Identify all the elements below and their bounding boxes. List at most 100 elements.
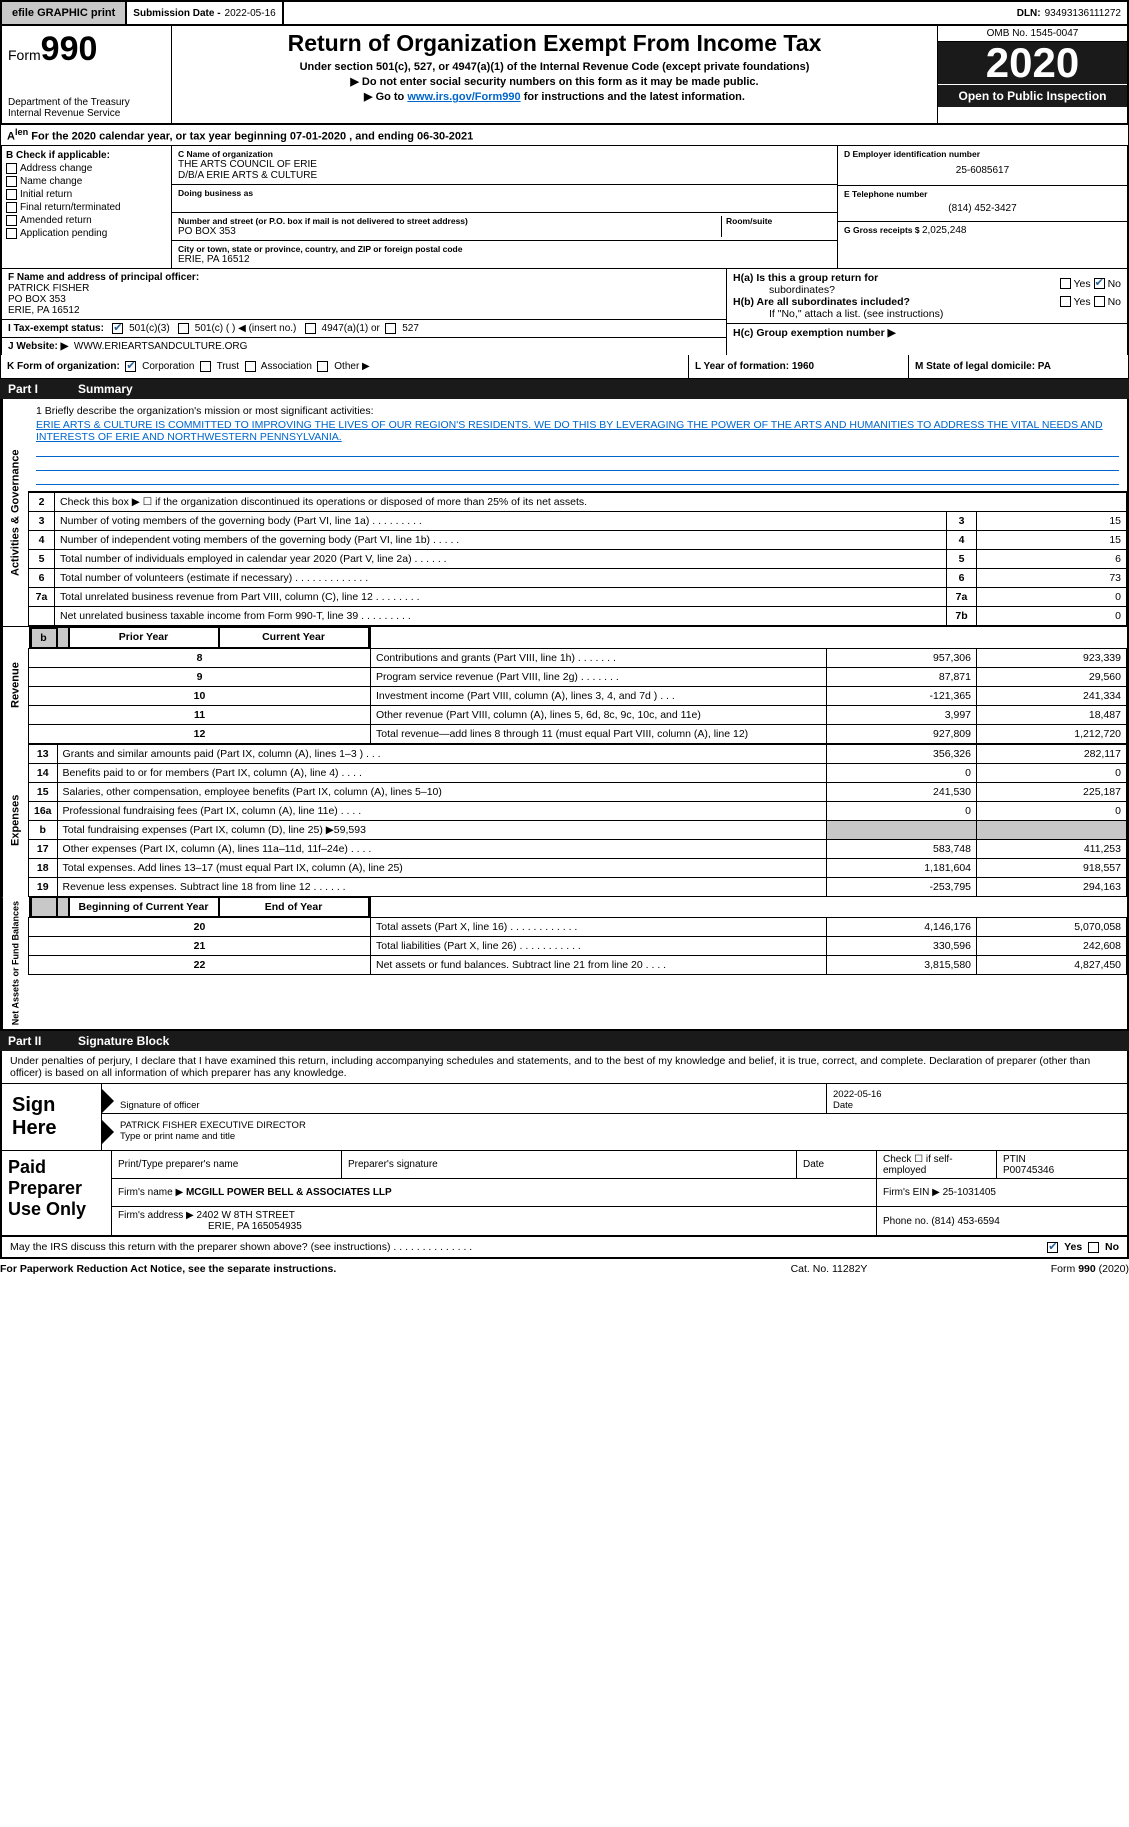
form-title: Return of Organization Exempt From Incom… (178, 30, 931, 57)
row-fhij: F Name and address of principal officer:… (0, 269, 1129, 355)
part-1-num: Part I (8, 382, 78, 396)
firm-name-label: Firm's name ▶ (118, 1187, 183, 1198)
chk-name-change[interactable]: Name change (6, 176, 167, 187)
box-b: B Check if applicable: Address change Na… (2, 146, 172, 268)
table-row: bTotal fundraising expenses (Part IX, co… (29, 820, 1127, 839)
chk-501c3[interactable] (112, 323, 123, 334)
chk-501c[interactable] (178, 323, 189, 334)
chk-corp[interactable] (125, 361, 136, 372)
chk-assoc[interactable] (245, 361, 256, 372)
mission-question: 1 Briefly describe the organization's mi… (36, 405, 1119, 417)
sign-here-label: Sign Here (2, 1084, 102, 1150)
gross-value: 2,025,248 (922, 225, 967, 236)
table-row: 11Other revenue (Part VIII, column (A), … (29, 705, 1127, 724)
table-row: 22Net assets or fund balances. Subtract … (29, 955, 1127, 974)
part-1-header: Part I Summary (0, 379, 1129, 399)
table-row: 2Check this box ▶ ☐ if the organization … (29, 492, 1127, 511)
preparer-name-label: Print/Type preparer's name (118, 1159, 335, 1170)
sig-date-label: Date (833, 1100, 1121, 1111)
part-2-num: Part II (8, 1034, 78, 1048)
table-row: 3Number of voting members of the governi… (29, 511, 1127, 530)
part-1-body: Activities & Governance 1 Briefly descri… (0, 399, 1129, 1031)
opt-corp: Corporation (142, 361, 194, 372)
section-governance: Activities & Governance 1 Briefly descri… (2, 399, 1127, 626)
firm-addr-label: Firm's address ▶ (118, 1210, 194, 1221)
side-revenue: Revenue (2, 627, 28, 744)
box-f: F Name and address of principal officer:… (2, 269, 726, 320)
form-org-label: K Form of organization: (7, 361, 120, 372)
chk-amended-return[interactable]: Amended return (6, 215, 167, 226)
org-name-label: C Name of organization (178, 149, 831, 159)
hb-no[interactable] (1094, 296, 1105, 307)
form-number: Form990 (8, 30, 165, 69)
chk-final-return[interactable]: Final return/terminated (6, 202, 167, 213)
ha-no-label: No (1108, 278, 1121, 290)
table-row: 16aProfessional fundraising fees (Part I… (29, 801, 1127, 820)
section-revenue: Revenue b Prior Year Current Year 8Contr… (2, 626, 1127, 744)
period-text: For the 2020 calendar year, or tax year … (31, 131, 473, 143)
discuss-question: May the IRS discuss this return with the… (10, 1241, 919, 1253)
col-current-year: Current Year (219, 627, 369, 648)
discuss-no[interactable] (1088, 1242, 1099, 1253)
row-k: K Form of organization: Corporation Trus… (0, 355, 1129, 379)
col-h: H(a) Is this a group return for subordin… (727, 269, 1127, 355)
expenses-table: 13Grants and similar amounts paid (Part … (28, 744, 1127, 897)
form-990: 990 (41, 30, 98, 68)
hb-note: If "No," attach a list. (see instruction… (733, 308, 1121, 320)
table-row: 7aTotal unrelated business revenue from … (29, 587, 1127, 606)
mission-answer: ERIE ARTS & CULTURE IS COMMITTED TO IMPR… (36, 419, 1119, 443)
hb-yes[interactable] (1060, 296, 1071, 307)
table-row: 15Salaries, other compensation, employee… (29, 782, 1127, 801)
preparer-date-label: Date (803, 1159, 870, 1170)
entity-block: B Check if applicable: Address change Na… (0, 146, 1129, 269)
part-1-title: Summary (78, 382, 133, 396)
bottom-line: For Paperwork Reduction Act Notice, see … (0, 1259, 1129, 1279)
chk-4947[interactable] (305, 323, 316, 334)
opt-527: 527 (402, 323, 419, 334)
table-row: 14Benefits paid to or for members (Part … (29, 763, 1127, 782)
ha-no[interactable] (1094, 278, 1105, 289)
table-row: 10Investment income (Part VIII, column (… (29, 686, 1127, 705)
address-label: Number and street (or P.O. box if mail i… (178, 216, 721, 226)
tax-exempt-label: I Tax-exempt status: (8, 323, 104, 334)
hb-yes-label: Yes (1074, 296, 1091, 308)
form-note-2: Go to www.irs.gov/Form990 for instructio… (178, 90, 931, 103)
sig-officer-label: Signature of officer (120, 1100, 820, 1111)
efile-print-button[interactable]: efile GRAPHIC print (2, 2, 127, 24)
signature-section: Under penalties of perjury, I declare th… (0, 1051, 1129, 1237)
part-2-header: Part II Signature Block (0, 1031, 1129, 1051)
phone-value: (814) 452-3427 (844, 199, 1121, 218)
hb-label: H(b) Are all subordinates included? (733, 296, 910, 308)
section-netassets: Net Assets or Fund Balances Beginning of… (2, 897, 1127, 1029)
box-de: D Employer identification number 25-6085… (837, 146, 1127, 268)
chk-527[interactable] (385, 323, 396, 334)
mission-block: 1 Briefly describe the organization's mi… (28, 399, 1127, 492)
ha-yes-label: Yes (1074, 278, 1091, 290)
chk-trust[interactable] (200, 361, 211, 372)
table-row: Net unrelated business taxable income fr… (29, 606, 1127, 625)
row-j: J Website: ▶ WWW.ERIEARTSANDCULTURE.ORG (2, 338, 726, 355)
sig-name-label: Type or print name and title (120, 1131, 1121, 1142)
chk-initial-return[interactable]: Initial return (6, 189, 167, 200)
governance-table: 2Check this box ▶ ☐ if the organization … (28, 492, 1127, 626)
ha-yes[interactable] (1060, 278, 1071, 289)
dba-label: Doing business as (178, 188, 831, 198)
chk-other[interactable] (317, 361, 328, 372)
firm-ein-value: 25-1031405 (943, 1187, 996, 1198)
chk-application-pending[interactable]: Application pending (6, 228, 167, 239)
form-subtitle: Under section 501(c), 527, or 4947(a)(1)… (178, 61, 931, 73)
firm-addr1: 2402 W 8TH STREET (197, 1210, 295, 1221)
netassets-header-row: Beginning of Current Year End of Year (29, 897, 371, 917)
irs-link[interactable]: www.irs.gov/Form990 (407, 91, 520, 103)
discuss-yes[interactable] (1047, 1242, 1058, 1253)
ein-label: D Employer identification number (844, 149, 1121, 159)
city-label: City or town, state or province, country… (178, 244, 831, 254)
phone-label: E Telephone number (844, 189, 1121, 199)
chk-address-change[interactable]: Address change (6, 163, 167, 174)
note2-pre: Go to (376, 91, 408, 103)
discuss-yes-label: Yes (1064, 1241, 1082, 1253)
period-row: Alen For the 2020 calendar year, or tax … (0, 123, 1129, 146)
submission-date-label: Submission Date - (133, 8, 220, 19)
cat-number: Cat. No. 11282Y (729, 1263, 929, 1275)
paid-preparer-label: Paid Preparer Use Only (2, 1151, 112, 1235)
